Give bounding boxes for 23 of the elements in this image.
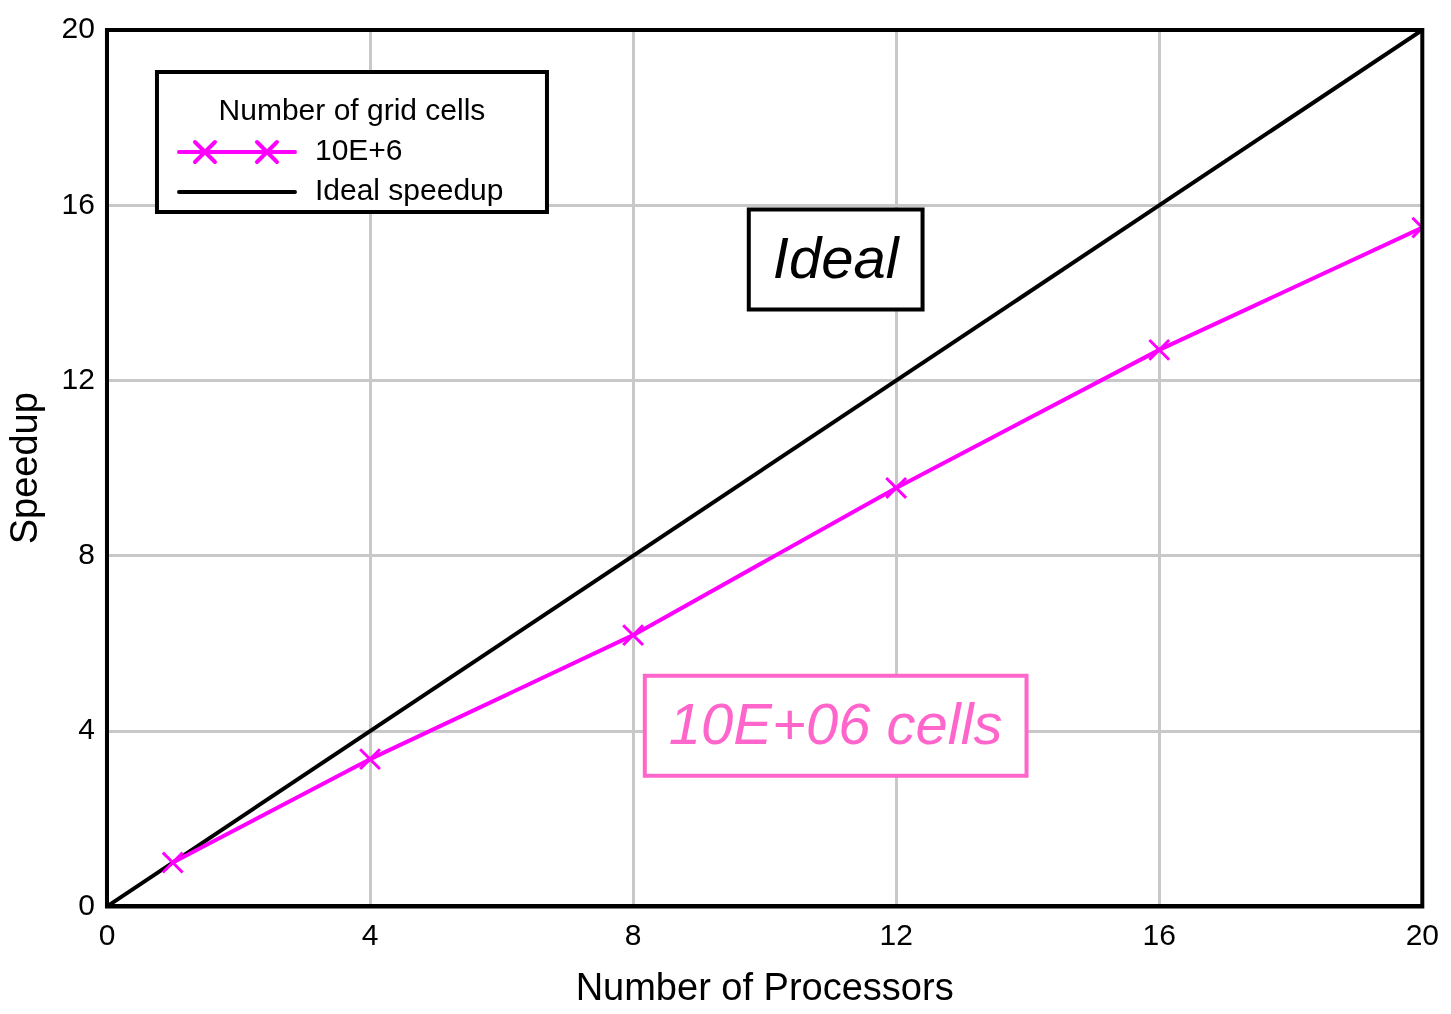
y-axis-title: Speedup [3,392,46,545]
annotation: 10E+06 cells [668,691,1003,756]
x-axis-title: Number of Processors [575,965,954,1008]
y-tick-label: 12 [61,361,95,395]
point [358,747,382,771]
point [161,851,185,874]
x-tick-label: 12 [879,917,913,951]
legend-title: Number of grid cells [218,93,486,127]
annotation: Ideal [772,224,901,290]
legend-label: Ideal speedup [314,173,504,207]
point [884,476,908,500]
y-tick-label: 16 [61,186,95,220]
legend-label: 10E+6 [314,133,403,167]
y-tick-label: 0 [78,887,95,921]
point [1147,338,1171,362]
x-tick-label: 16 [1142,917,1176,951]
point [621,623,645,647]
y-tick-label: 4 [78,712,95,746]
x-tick-label: 8 [624,917,642,951]
y-tick-label: 8 [78,537,95,571]
x-tick-label: 20 [1405,917,1439,951]
y-tick-label: 20 [61,11,95,45]
x-tick-label: 4 [361,917,379,951]
